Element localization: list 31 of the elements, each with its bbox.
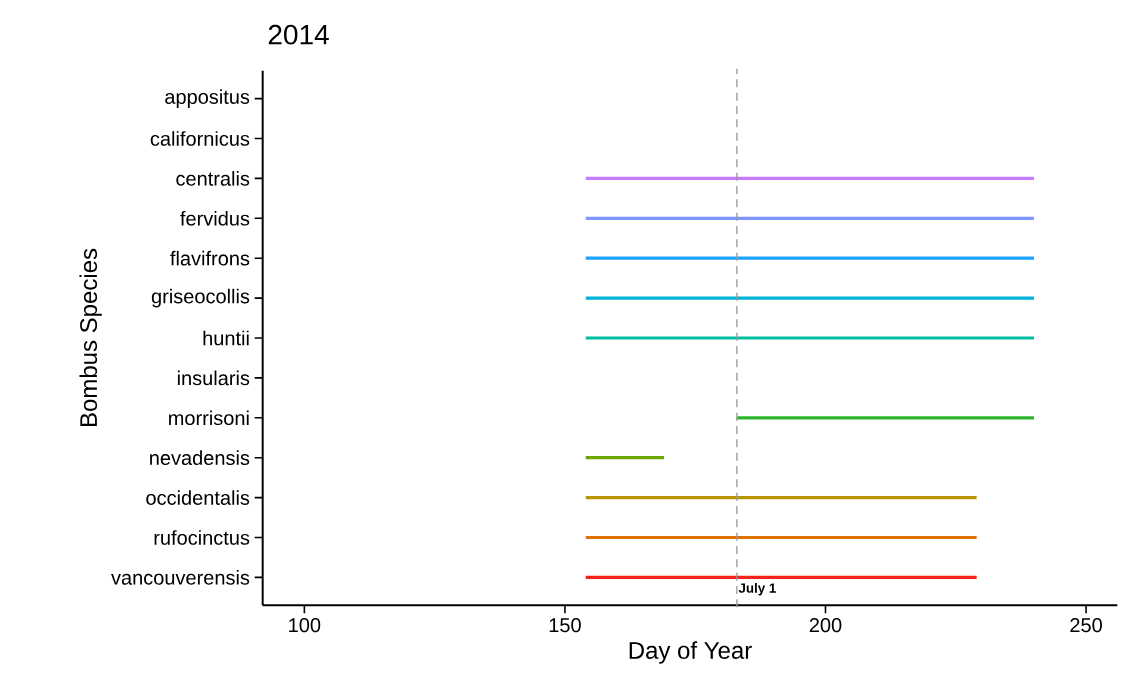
x-tick-label: 250: [1070, 618, 1102, 633]
bar: [585, 296, 1034, 300]
y-tick-label: fervidus: [180, 210, 250, 226]
bar: [585, 256, 1034, 260]
y-tick-label: insularis: [177, 370, 250, 386]
y-tick-label: vancouverensis: [111, 570, 250, 585]
x-tick-label: 150: [549, 618, 581, 633]
y-tick-label: occidentalis: [146, 490, 250, 505]
y-tick-label: californicus: [150, 131, 250, 146]
y-tick-label: griseocollis: [151, 288, 250, 308]
y-axis-title: Bombus Species: [79, 248, 102, 427]
y-tick-label: nevadensis: [150, 450, 250, 466]
x-axis-title: Day of Year: [629, 641, 752, 664]
ref-line-label: July 1: [738, 582, 776, 596]
bar: [585, 495, 977, 500]
x-tick-label: 200: [809, 618, 842, 633]
chart-title: 2014: [268, 24, 329, 45]
y-tick-label: appositus: [165, 89, 250, 108]
bar: [585, 456, 664, 460]
y-tick-label: rufocinctus: [154, 530, 250, 545]
y-tick-label: centralis: [176, 171, 250, 186]
y-tick-label: morrisoni: [169, 410, 249, 426]
x-tick-label: 100: [289, 618, 321, 633]
y-tick-label: huntii: [203, 330, 249, 346]
bar: [585, 176, 1034, 180]
y-tick-label: flavifrons: [170, 250, 250, 266]
bar: [585, 216, 1034, 220]
bar: [736, 416, 1034, 420]
bar: [585, 535, 977, 540]
bar: [585, 575, 977, 579]
bar: [585, 336, 1034, 340]
